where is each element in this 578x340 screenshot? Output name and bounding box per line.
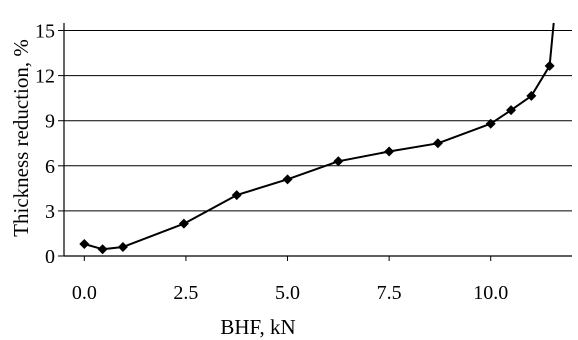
data-point [333, 156, 344, 167]
data-point [526, 90, 537, 101]
x-axis-label: BHF, kN [220, 315, 295, 339]
x-tick-label: 0.0 [72, 282, 97, 304]
data-point [432, 138, 443, 149]
y-tick-label: 12 [35, 66, 55, 88]
data-point [231, 190, 242, 201]
data-point [117, 241, 128, 252]
x-tick-label: 5.0 [275, 282, 300, 304]
series [79, 22, 555, 255]
data-point [506, 105, 517, 116]
x-tick-label: 7.5 [377, 282, 402, 304]
data-point [79, 238, 90, 249]
data-point [178, 218, 189, 229]
y-tick-labels: 0 3 6 9 12 15 [35, 21, 55, 268]
x-tick-labels: 0.0 2.5 5.0 7.5 10.0 [72, 282, 508, 304]
data-point [282, 174, 293, 185]
axes [58, 23, 572, 261]
y-tick-label: 15 [35, 21, 55, 43]
data-point [384, 146, 395, 157]
x-tick-label: 2.5 [173, 282, 198, 304]
data-point [544, 60, 555, 71]
data-point [97, 244, 108, 255]
data-point [485, 118, 496, 129]
y-tick-label: 0 [45, 246, 55, 268]
y-axis-label: Thickness reduction, % [9, 39, 33, 237]
x-tick-label: 10.0 [473, 282, 508, 304]
y-tick-label: 3 [45, 201, 55, 223]
gridlines [64, 30, 572, 212]
y-tick-label: 9 [45, 111, 55, 133]
y-tick-label: 6 [45, 156, 55, 178]
series-line [84, 22, 555, 251]
